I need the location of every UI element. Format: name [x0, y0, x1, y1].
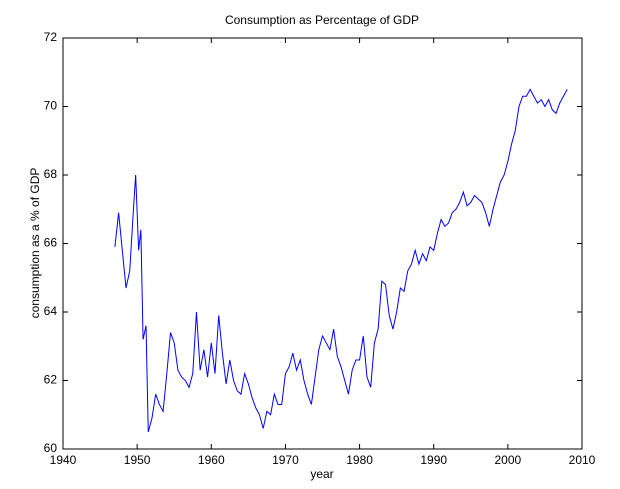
x-tick-label: 2000: [495, 453, 522, 467]
y-tick-label: 66: [44, 236, 58, 250]
y-tick-label: 60: [44, 441, 58, 455]
chart-title: Consumption as Percentage of GDP: [225, 13, 419, 27]
x-tick-label: 1980: [346, 453, 373, 467]
x-tick-label: 1940: [50, 453, 77, 467]
y-tick-label: 68: [44, 167, 58, 181]
y-axis-label: consumption as a % of GDP: [28, 168, 42, 319]
y-tick-label: 64: [44, 304, 58, 318]
x-tick-label: 2010: [569, 453, 596, 467]
y-tick-label: 72: [44, 30, 58, 44]
y-tick-label: 62: [44, 373, 58, 387]
x-tick-label: 1950: [124, 453, 151, 467]
x-axis-label: year: [310, 467, 333, 481]
y-tick-label: 70: [44, 99, 58, 113]
x-tick-label: 1960: [198, 453, 225, 467]
data-line: [114, 88, 568, 433]
x-tick-label: 1990: [420, 453, 447, 467]
x-tick-label: 1970: [272, 453, 299, 467]
